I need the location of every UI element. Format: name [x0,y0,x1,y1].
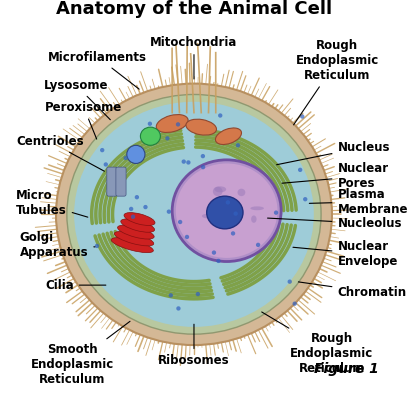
Ellipse shape [131,214,135,219]
Ellipse shape [238,189,245,196]
Ellipse shape [168,293,173,297]
Ellipse shape [216,259,221,263]
Text: Plasma
Membrane: Plasma Membrane [309,188,408,216]
Ellipse shape [288,280,292,284]
Ellipse shape [236,143,240,147]
Ellipse shape [176,164,277,258]
Ellipse shape [298,167,302,172]
Ellipse shape [234,211,238,216]
Ellipse shape [135,195,139,199]
Text: Nucleus: Nucleus [276,141,390,165]
Text: Centrioles: Centrioles [16,135,104,171]
Ellipse shape [103,162,108,167]
Text: Nuclear
Envelope: Nuclear Envelope [293,240,398,268]
FancyBboxPatch shape [107,167,117,196]
Ellipse shape [201,165,205,169]
Text: Peroxisome: Peroxisome [45,101,122,139]
Text: Lysosome: Lysosome [44,79,111,120]
Ellipse shape [123,156,128,160]
Ellipse shape [274,211,278,215]
Ellipse shape [118,225,154,239]
Text: Mitochondria: Mitochondria [150,36,238,79]
Text: Microfilaments: Microfilaments [48,51,147,89]
Ellipse shape [143,205,148,209]
Text: Rough
Endoplasmic
Reticulum: Rough Endoplasmic Reticulum [262,312,374,375]
Ellipse shape [127,145,145,164]
Ellipse shape [196,292,200,296]
Text: Micro
Tubules: Micro Tubules [16,190,88,217]
Ellipse shape [56,84,332,345]
Ellipse shape [250,206,264,210]
Ellipse shape [74,102,314,327]
Text: Nuclear
Pores: Nuclear Pores [282,162,389,190]
Text: Ribosomes: Ribosomes [158,324,230,367]
Ellipse shape [156,115,188,132]
Ellipse shape [224,215,231,220]
Ellipse shape [176,122,180,126]
Ellipse shape [148,122,152,126]
Text: Chromatin: Chromatin [299,282,407,299]
Ellipse shape [226,200,230,205]
Text: Cilia: Cilia [45,278,106,292]
Text: Figure 1: Figure 1 [314,362,379,376]
Ellipse shape [186,119,216,135]
Ellipse shape [185,235,189,239]
Ellipse shape [201,154,205,158]
Ellipse shape [129,207,133,211]
Text: Nucleolus: Nucleolus [268,217,402,230]
Text: Anatomy of the Animal Cell: Anatomy of the Animal Cell [56,0,332,18]
Ellipse shape [231,231,235,235]
Ellipse shape [181,160,186,164]
Ellipse shape [67,94,321,334]
Ellipse shape [233,209,241,217]
Text: Golgi
Apparatus: Golgi Apparatus [20,231,95,259]
Ellipse shape [186,160,191,165]
Ellipse shape [300,115,304,119]
Ellipse shape [178,220,182,224]
Ellipse shape [141,127,161,145]
Ellipse shape [176,306,181,310]
Ellipse shape [165,136,170,141]
Ellipse shape [167,209,171,214]
Ellipse shape [207,196,243,229]
Ellipse shape [202,214,214,218]
Ellipse shape [216,128,241,145]
Ellipse shape [292,301,297,306]
Ellipse shape [256,243,260,247]
Text: Smooth
Endoplasmic
Reticulum: Smooth Endoplasmic Reticulum [31,321,130,386]
Ellipse shape [95,244,99,248]
Ellipse shape [213,187,223,196]
Ellipse shape [218,113,222,118]
Ellipse shape [111,238,153,253]
Ellipse shape [121,219,155,232]
Ellipse shape [100,148,104,152]
Ellipse shape [214,186,226,192]
FancyBboxPatch shape [116,167,126,196]
Text: Rough
Endoplasmic
Reticulum: Rough Endoplasmic Reticulum [294,39,379,125]
Ellipse shape [124,213,155,226]
Ellipse shape [172,160,281,261]
Ellipse shape [251,215,256,223]
Ellipse shape [114,231,154,246]
Ellipse shape [212,250,216,255]
Ellipse shape [303,197,307,201]
